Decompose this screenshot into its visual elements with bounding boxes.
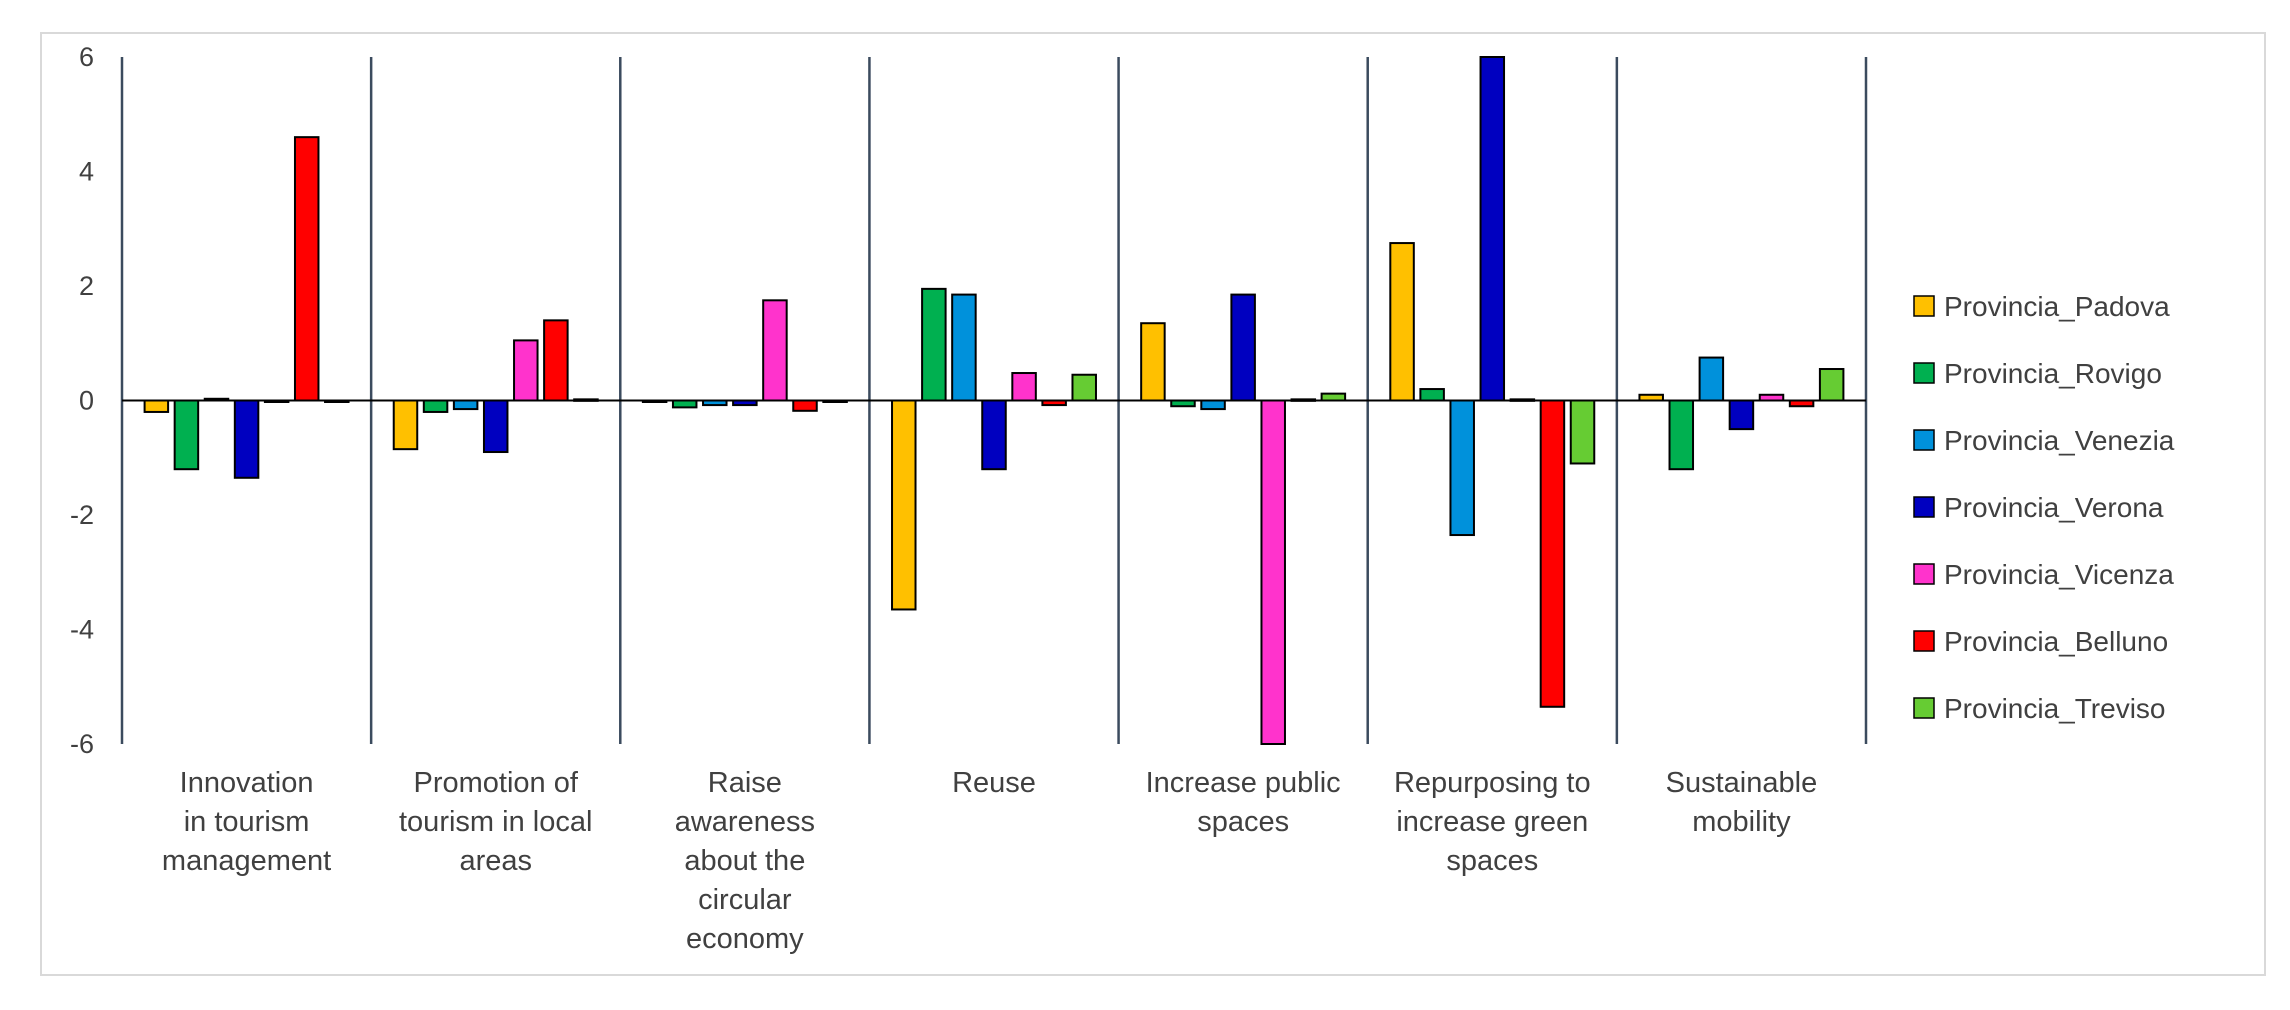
bar-provincia-belluno-1	[293, 136, 320, 402]
category-label: Promotion of tourism in local areas	[399, 767, 592, 877]
category-label-line: tourism in local	[399, 806, 592, 838]
bar-provincia-padova-5	[1140, 322, 1166, 402]
bar-provincia-padova-1	[143, 399, 170, 413]
category-label: Innovation in tourism management	[162, 767, 331, 877]
bar-provincia-venezia-6	[1449, 399, 1475, 537]
legend-label: Provincia_Venezia	[1944, 425, 2175, 456]
category-label-line: circular	[698, 884, 792, 916]
bars	[143, 56, 1845, 745]
category-label-line: Innovation	[180, 767, 314, 799]
bar-provincia-rovigo-6	[1419, 388, 1445, 402]
bar-provincia-padova-6	[1389, 242, 1415, 402]
category-label-line: Raise	[708, 767, 782, 799]
bar-provincia-verona-4	[981, 399, 1007, 471]
category-label-line: Promotion of	[414, 767, 579, 799]
y-axis-tick-labels: 6 4 2 0 -2 -4 -6	[70, 42, 94, 759]
category-label-line: in tourism	[184, 806, 310, 838]
category-label: Increase public spaces	[1146, 767, 1341, 838]
bar-provincia-venezia-5	[1200, 399, 1226, 411]
category-label-line: spaces	[1197, 806, 1289, 838]
legend-label: Provincia_Vicenza	[1944, 559, 2174, 590]
category-label-line: management	[162, 845, 331, 877]
bar-provincia-treviso-7	[1818, 368, 1845, 402]
category-label: Raise awareness about the circular economy	[675, 767, 815, 955]
category-label-line: Sustainable	[1666, 767, 1818, 799]
legend-swatch	[1913, 362, 1935, 384]
bar-provincia-venezia-7	[1698, 356, 1725, 402]
bar-provincia-vicenza-5	[1260, 399, 1286, 745]
category-label-line: Increase public	[1146, 767, 1341, 799]
category-label-line: areas	[459, 845, 532, 877]
category-label-line: Reuse	[952, 767, 1036, 799]
legend: Provincia_Padova Provincia_Rovigo Provinci…	[1913, 291, 2175, 724]
bar-provincia-verona-2	[482, 399, 509, 454]
chart-frame: 6 4 2 0 -2 -4 -6 Innovation in tourism managemen…	[40, 32, 2266, 976]
category-labels: Innovation in tourism management Promotion …	[162, 767, 1817, 955]
bar-provincia-treviso-5	[1320, 392, 1347, 402]
legend-swatch	[1913, 630, 1935, 652]
bar-provincia-verona-1	[233, 399, 260, 479]
y-tick-label: -4	[70, 615, 94, 645]
legend-label: Provincia_Padova	[1944, 291, 2170, 322]
category-label-line: mobility	[1692, 806, 1791, 838]
category-label-line: about the	[684, 845, 805, 877]
bar-provincia-padova-2	[392, 399, 419, 451]
category-label-line: economy	[686, 923, 804, 955]
bar-provincia-belluno-3	[792, 399, 818, 412]
y-tick-label: 4	[79, 157, 94, 187]
bar-provincia-verona-6	[1479, 56, 1506, 402]
y-tick-label: -6	[70, 729, 94, 759]
bar-provincia-venezia-4	[951, 293, 977, 402]
category-label: Repurposing to increase green spaces	[1394, 767, 1591, 877]
legend-label: Provincia_Rovigo	[1944, 358, 2162, 389]
category-label-line: awareness	[675, 806, 815, 838]
bar-provincia-treviso-6	[1569, 399, 1596, 465]
bar-provincia-treviso-4	[1071, 373, 1097, 402]
legend-swatch	[1913, 697, 1935, 719]
bar-provincia-vicenza-2	[513, 339, 539, 402]
bar-provincia-rovigo-7	[1668, 399, 1695, 471]
bar-provincia-rovigo-1	[173, 399, 200, 471]
legend-swatch	[1913, 295, 1935, 317]
category-label-line: increase green	[1396, 806, 1588, 838]
category-label-line: spaces	[1446, 845, 1538, 877]
y-tick-label: -2	[70, 500, 94, 530]
category-label: Reuse	[952, 767, 1036, 799]
bar-provincia-verona-7	[1728, 399, 1755, 431]
bar-provincia-padova-4	[891, 399, 917, 611]
legend-swatch	[1913, 563, 1935, 585]
bar-provincia-rovigo-2	[422, 399, 449, 413]
y-tick-label: 2	[79, 271, 94, 301]
bar-provincia-venezia-2	[452, 399, 479, 411]
bar-provincia-vicenza-4	[1011, 372, 1037, 402]
y-tick-label: 0	[79, 386, 94, 416]
category-label-line: Repurposing to	[1394, 767, 1591, 799]
legend-label: Provincia_Belluno	[1944, 626, 2168, 657]
bar-provincia-belluno-2	[543, 319, 569, 402]
legend-label: Provincia_Treviso	[1944, 693, 2165, 724]
legend-swatch	[1913, 496, 1935, 518]
y-tick-label: 6	[79, 42, 94, 72]
bar-chart: 6 4 2 0 -2 -4 -6 Innovation in tourism managemen…	[70, 42, 2175, 955]
bar-provincia-vicenza-3	[762, 299, 788, 402]
bar-provincia-verona-5	[1230, 293, 1256, 402]
bar-provincia-rovigo-4	[921, 287, 947, 402]
bar-provincia-rovigo-3	[671, 399, 698, 409]
legend-label: Provincia_Verona	[1944, 492, 2164, 523]
legend-swatch	[1913, 429, 1935, 451]
category-label: Sustainable mobility	[1666, 767, 1818, 838]
bar-provincia-belluno-6	[1539, 399, 1566, 708]
